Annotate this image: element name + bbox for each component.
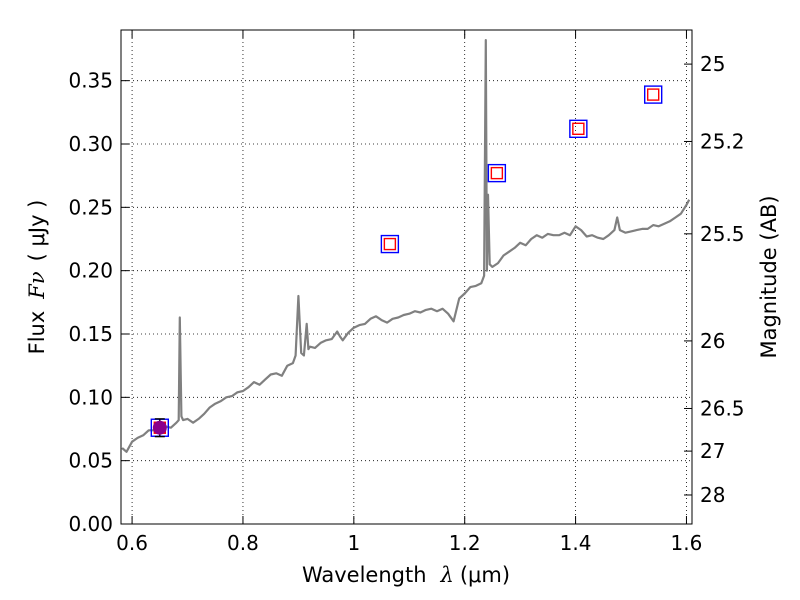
x-tick-label: 1.2 [449, 531, 481, 555]
model-photometry-point [643, 85, 663, 104]
y2-tick-label: 27 [700, 439, 725, 463]
y2-tick-label: 25.2 [700, 129, 745, 153]
y-axis-right: 25 25.2 25.5 26 26.5 27 28 [684, 52, 745, 507]
y2-tick-label: 26.5 [700, 396, 745, 420]
x-tick-label: 1.6 [671, 531, 703, 555]
x-axis-label-lambda: λ [440, 563, 454, 587]
y2-tick-label: 26 [700, 329, 725, 353]
y-axis-label-symbol: Fν [25, 271, 49, 300]
y2-tick-label: 25 [700, 52, 725, 76]
y-axis-label-unit: ( μJy ) [25, 200, 49, 262]
observed-flux-point [152, 420, 167, 435]
x-tick-label: 1 [347, 531, 360, 555]
synthetic-photometry-point [646, 88, 660, 101]
x-axis: 0.6 0.8 1 1.2 1.4 1.6 [116, 30, 702, 555]
y-tick-label: 0.35 [68, 69, 113, 93]
plot-area [121, 39, 691, 453]
y-tick-label: 0.05 [68, 449, 113, 473]
x-axis-label: Wavelength λ (μm) [302, 563, 510, 587]
x-tick-label: 1.4 [560, 531, 592, 555]
x-tick-label: 0.6 [116, 531, 148, 555]
y2-axis-label: Magnitude (AB) [757, 195, 781, 358]
y-tick-label: 0.15 [68, 322, 113, 346]
grid-lines [121, 30, 692, 524]
x-axis-label-unit: (μm) [460, 563, 510, 587]
y2-tick-label: 25.5 [700, 222, 745, 246]
synthetic-photometry-point [383, 237, 397, 251]
synthetic-photometry-point [490, 166, 504, 180]
synthetic-photometry-point [572, 122, 585, 136]
model-photometry-point [569, 119, 588, 139]
x-tick-label: 0.8 [227, 531, 259, 555]
model-photometry-point [487, 163, 507, 183]
y-axis-label: Flux Fν ( μJy ) [25, 200, 49, 355]
model-photometry-point [380, 234, 400, 254]
y-axis-label-prefix: Flux [25, 311, 49, 355]
y-tick-label: 0.25 [68, 195, 113, 219]
y-axis-left: 0.00 0.05 0.10 0.15 0.20 0.25 0.30 0.35 [68, 69, 129, 536]
y-tick-label: 0.20 [68, 259, 113, 283]
spectrum-line [121, 39, 691, 453]
plot-frame [120, 29, 693, 525]
y2-tick-label: 28 [700, 483, 725, 507]
x-axis-label-prefix: Wavelength [302, 563, 427, 587]
y-tick-label: 0.30 [68, 132, 113, 156]
y-tick-label: 0.00 [68, 512, 113, 536]
y-tick-label: 0.10 [68, 385, 113, 409]
